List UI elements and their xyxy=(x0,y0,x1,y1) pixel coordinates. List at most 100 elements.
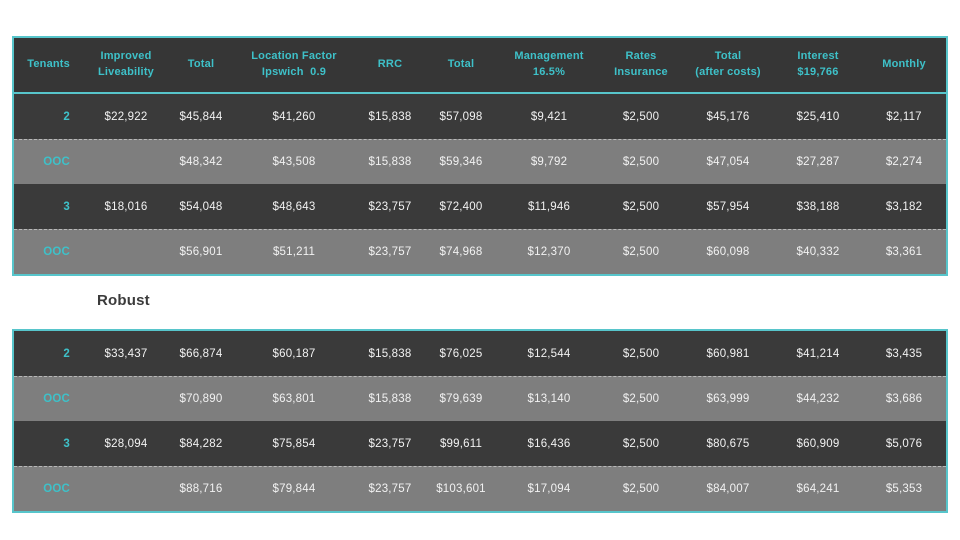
data-cell: $47,054 xyxy=(706,156,750,168)
data-cell: $84,007 xyxy=(706,483,750,495)
table-row: OOC $88,716 $79,844 $23,757 $103,601 $17,094 $… xyxy=(14,466,946,511)
data-cell: $3,182 xyxy=(885,200,923,213)
financials-table-robust: 2 $33,437 $66,874 $60,187 $15,838 $76,025 $12,… xyxy=(12,329,948,513)
table-row: OOC $48,342 $43,508 $15,838 $59,346 $9,792 $2,… xyxy=(14,139,946,184)
data-cell: $43,508 xyxy=(272,156,316,168)
data-cell: $74,968 xyxy=(439,246,483,258)
data-cell: $60,098 xyxy=(706,246,750,258)
data-cell: $60,909 xyxy=(796,437,840,450)
data-cell: $11,946 xyxy=(527,200,571,213)
data-cell: $88,716 xyxy=(179,483,223,495)
data-cell: $15,838 xyxy=(368,393,412,405)
data-cell: $2,274 xyxy=(885,156,923,168)
table-row: OOC $70,890 $63,801 $15,838 $79,639 $13,140 $2… xyxy=(14,376,946,421)
data-cell: $2,500 xyxy=(622,347,660,360)
data-cell: $103,601 xyxy=(436,483,486,495)
tenant-cell: 3 xyxy=(63,437,70,450)
data-cell: $80,675 xyxy=(706,437,750,450)
tenant-cell: OOC xyxy=(43,483,70,495)
data-cell: $3,686 xyxy=(885,393,923,405)
data-cell: $41,214 xyxy=(796,347,840,360)
data-cell: $3,435 xyxy=(885,347,923,360)
table-row: 2 $33,437 $66,874 $60,187 $15,838 $76,025 $12,… xyxy=(14,331,946,376)
data-cell xyxy=(82,377,170,421)
header-cell: RRC xyxy=(377,58,403,71)
data-cell: $23,757 xyxy=(368,437,412,450)
data-cell: $99,611 xyxy=(439,437,483,450)
data-cell: $38,188 xyxy=(796,200,840,213)
data-cell: $79,639 xyxy=(439,393,483,405)
data-cell: $17,094 xyxy=(527,483,571,495)
data-cell: $2,500 xyxy=(622,156,660,168)
financials-table-standard: Tenants Improved Liveability Total Location… xyxy=(12,36,948,276)
data-cell: $22,922 xyxy=(104,110,148,123)
data-cell: $2,117 xyxy=(886,110,922,123)
data-cell: $63,801 xyxy=(272,393,316,405)
tenant-cell: OOC xyxy=(43,393,70,405)
header-cell: Improved Liveability xyxy=(98,50,154,78)
data-cell xyxy=(82,140,170,184)
table-row: OOC $56,901 $51,211 $23,757 $74,968 $12,370 $2… xyxy=(14,229,946,274)
data-cell: $23,757 xyxy=(368,246,412,258)
data-cell: $2,500 xyxy=(622,393,660,405)
data-cell: $3,361 xyxy=(885,246,923,258)
data-cell: $16,436 xyxy=(527,437,571,450)
header-cell: Monthly xyxy=(882,58,926,71)
data-cell: $40,332 xyxy=(796,246,840,258)
table-row: 3 $28,094 $84,282 $75,854 $23,757 $99,611 $16,… xyxy=(14,421,946,466)
data-cell: $59,346 xyxy=(439,156,483,168)
header-cell: Total (after costs) xyxy=(695,50,761,78)
tenant-cell: 3 xyxy=(63,200,70,213)
header-cell: Total xyxy=(187,58,215,71)
data-cell: $5,076 xyxy=(885,437,923,450)
data-cell: $12,544 xyxy=(527,347,571,360)
data-cell: $70,890 xyxy=(179,393,223,405)
data-cell: $28,094 xyxy=(104,437,148,450)
data-cell: $5,353 xyxy=(885,483,923,495)
data-cell: $15,838 xyxy=(368,156,412,168)
data-cell: $15,838 xyxy=(368,110,412,123)
header-cell: Location Factor Ipswich 0.9 xyxy=(251,50,337,78)
data-cell xyxy=(82,467,170,511)
data-cell: $60,187 xyxy=(272,347,316,360)
data-cell: $45,844 xyxy=(179,110,223,123)
table-header-row: Tenants Improved Liveability Total Location… xyxy=(14,38,946,94)
data-cell: $45,176 xyxy=(706,110,750,123)
header-cell: Total xyxy=(447,58,475,71)
data-cell: $84,282 xyxy=(179,437,223,450)
data-cell: $64,241 xyxy=(796,483,840,495)
header-cell: Interest $19,766 xyxy=(797,50,839,78)
data-cell: $44,232 xyxy=(796,393,840,405)
data-cell: $23,757 xyxy=(368,200,412,213)
data-cell: $18,016 xyxy=(104,200,148,213)
data-cell: $33,437 xyxy=(104,347,148,360)
data-cell: $15,838 xyxy=(368,347,412,360)
tenant-cell: 2 xyxy=(63,347,70,360)
data-cell: $63,999 xyxy=(706,393,750,405)
tenant-cell: OOC xyxy=(43,156,70,168)
data-cell xyxy=(82,230,170,274)
table-row: 2 $22,922 $45,844 $41,260 $15,838 $57,098 $9,4… xyxy=(14,94,946,139)
header-cell: Rates Insurance xyxy=(614,50,668,78)
data-cell: $57,954 xyxy=(706,200,750,213)
data-cell: $76,025 xyxy=(439,347,483,360)
data-cell: $9,792 xyxy=(530,156,568,168)
data-cell: $2,500 xyxy=(622,437,660,450)
data-cell: $2,500 xyxy=(622,246,660,258)
data-cell: $72,400 xyxy=(439,200,483,213)
data-cell: $56,901 xyxy=(179,246,223,258)
data-cell: $79,844 xyxy=(272,483,316,495)
table-row: 3 $18,016 $54,048 $48,643 $23,757 $72,400 $11,… xyxy=(14,184,946,229)
data-cell: $60,981 xyxy=(706,347,750,360)
data-cell: $48,643 xyxy=(272,200,316,213)
data-cell: $25,410 xyxy=(796,110,840,123)
header-cell: Management 16.5% xyxy=(514,50,584,78)
data-cell: $9,421 xyxy=(530,110,568,123)
data-cell: $27,287 xyxy=(796,156,840,168)
data-cell: $12,370 xyxy=(527,246,571,258)
header-cell: Tenants xyxy=(27,58,70,71)
data-cell: $41,260 xyxy=(272,110,316,123)
data-cell: $54,048 xyxy=(179,200,223,213)
section-label-robust: Robust xyxy=(97,292,150,309)
